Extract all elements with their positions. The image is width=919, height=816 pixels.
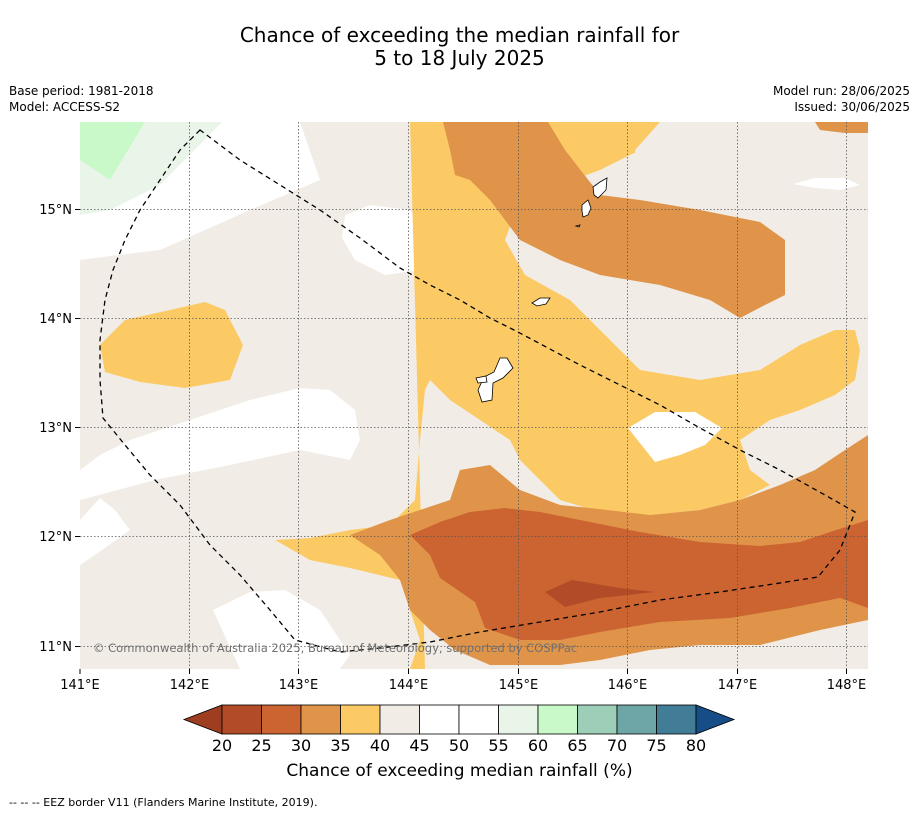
lat-tick-label: 15°N <box>39 203 72 218</box>
lon-tick-label: 144°E <box>389 678 429 693</box>
eez-border <box>99 129 856 653</box>
field-55-60-north <box>80 122 222 215</box>
field-white-south <box>213 590 350 669</box>
colorbar-tick-label: 50 <box>448 736 470 755</box>
eez-legend-note: -- -- -- EEZ border V11 (Flanders Marine… <box>9 796 318 809</box>
guam-island-outline <box>477 357 514 403</box>
field-45-inner-sw <box>190 460 310 492</box>
lat-tick-label: 12°N <box>39 530 72 545</box>
colorbar-over-arrow <box>695 704 736 735</box>
field-20-25 <box>545 580 655 607</box>
colorbar-tick-label: 55 <box>488 736 509 755</box>
cocos-island-outline <box>475 375 488 384</box>
field-white-northwest <box>80 122 320 260</box>
colorbar-tick-label: 75 <box>646 736 667 755</box>
field-white-east <box>628 412 722 462</box>
colorbar-tick-label: 30 <box>290 736 312 755</box>
field-white-ne <box>793 178 860 190</box>
lon-tick-label: 143°E <box>279 678 319 693</box>
field-45-west <box>80 122 410 310</box>
colorbar <box>182 704 736 735</box>
lat-tick-label: 11°N <box>39 640 72 655</box>
model-run-label: Model run: 28/06/2025 <box>772 84 910 98</box>
map-graticule <box>80 122 868 669</box>
colorbar-swatch <box>458 704 499 735</box>
field-35-40-guam <box>430 345 575 460</box>
field-45-northeast <box>635 122 868 265</box>
colorbar-swatch <box>577 704 618 735</box>
field-white-north <box>342 205 432 275</box>
colorbar-swatch <box>498 704 539 735</box>
rota-island-outline <box>531 297 551 307</box>
tinian-island-outline <box>581 199 592 218</box>
model-label: Model: ACCESS-S2 <box>9 100 121 114</box>
colorbar-tick-label: 20 <box>211 736 233 755</box>
lon-tick-labels: 141°E 142°E 143°E 144°E 145°E 146°E 147°… <box>60 678 866 693</box>
colorbar-tick-label: 35 <box>330 736 351 755</box>
copyright-notice: © Commonwealth of Australia 2025, Bureau… <box>93 641 578 655</box>
colorbar-swatch <box>261 704 302 735</box>
field-white-southwest-2 <box>80 498 130 565</box>
colorbar-swatch <box>340 704 381 735</box>
lat-tick-labels: 15°N 14°N 13°N 12°N 11°N <box>39 203 72 655</box>
lon-tick-label: 148°E <box>827 678 867 693</box>
lon-tick-label: 142°E <box>170 678 210 693</box>
colorbar-tick-label: 70 <box>606 736 628 755</box>
colorbar-swatch <box>616 704 657 735</box>
field-35-40-west <box>100 302 243 388</box>
colorbar-swatch <box>379 704 420 735</box>
base-period-label: Base period: 1981-2018 <box>9 84 154 98</box>
chart-title-line-1: Chance of exceeding the median rainfall … <box>239 23 680 47</box>
issued-label: Issued: 30/06/2025 <box>794 100 910 114</box>
field-white-southwest-1 <box>80 388 360 500</box>
colorbar-swatch <box>656 704 697 735</box>
lat-tick-label: 13°N <box>39 421 72 436</box>
colorbar-under-arrow <box>182 704 223 735</box>
lat-tick-label: 14°N <box>39 312 72 327</box>
colorbar-label: Chance of exceeding median rainfall (%) <box>286 761 633 781</box>
lon-tick-label: 147°E <box>718 678 758 693</box>
colorbar-tick-label: 40 <box>369 736 391 755</box>
colorbar-swatch <box>419 704 460 735</box>
colorbar-tick-label: 25 <box>251 736 272 755</box>
field-30-35-north <box>443 122 785 318</box>
field-60-65 <box>80 122 145 180</box>
lon-tick-label: 145°E <box>499 678 539 693</box>
map-fields <box>80 122 868 669</box>
aguijan-island-outline <box>574 224 581 228</box>
field-25-30 <box>410 508 868 640</box>
colorbar-tick-label: 80 <box>685 736 707 755</box>
colorbar-swatch <box>221 704 262 735</box>
chart-title-line-2: 5 to 18 July 2025 <box>374 46 545 70</box>
colorbar-swatch <box>537 704 578 735</box>
saipan-island-outline <box>592 177 608 199</box>
islands <box>475 177 608 403</box>
field-30-35-northeast <box>815 122 868 133</box>
colorbar-tick-label: 60 <box>527 736 549 755</box>
axis-ticks <box>75 209 847 674</box>
lon-tick-label: 146°E <box>608 678 648 693</box>
lon-tick-label: 141°E <box>60 678 100 693</box>
colorbar-tick-label: 45 <box>409 736 430 755</box>
colorbar-swatch <box>300 704 341 735</box>
colorbar-tick-label: 65 <box>567 736 588 755</box>
